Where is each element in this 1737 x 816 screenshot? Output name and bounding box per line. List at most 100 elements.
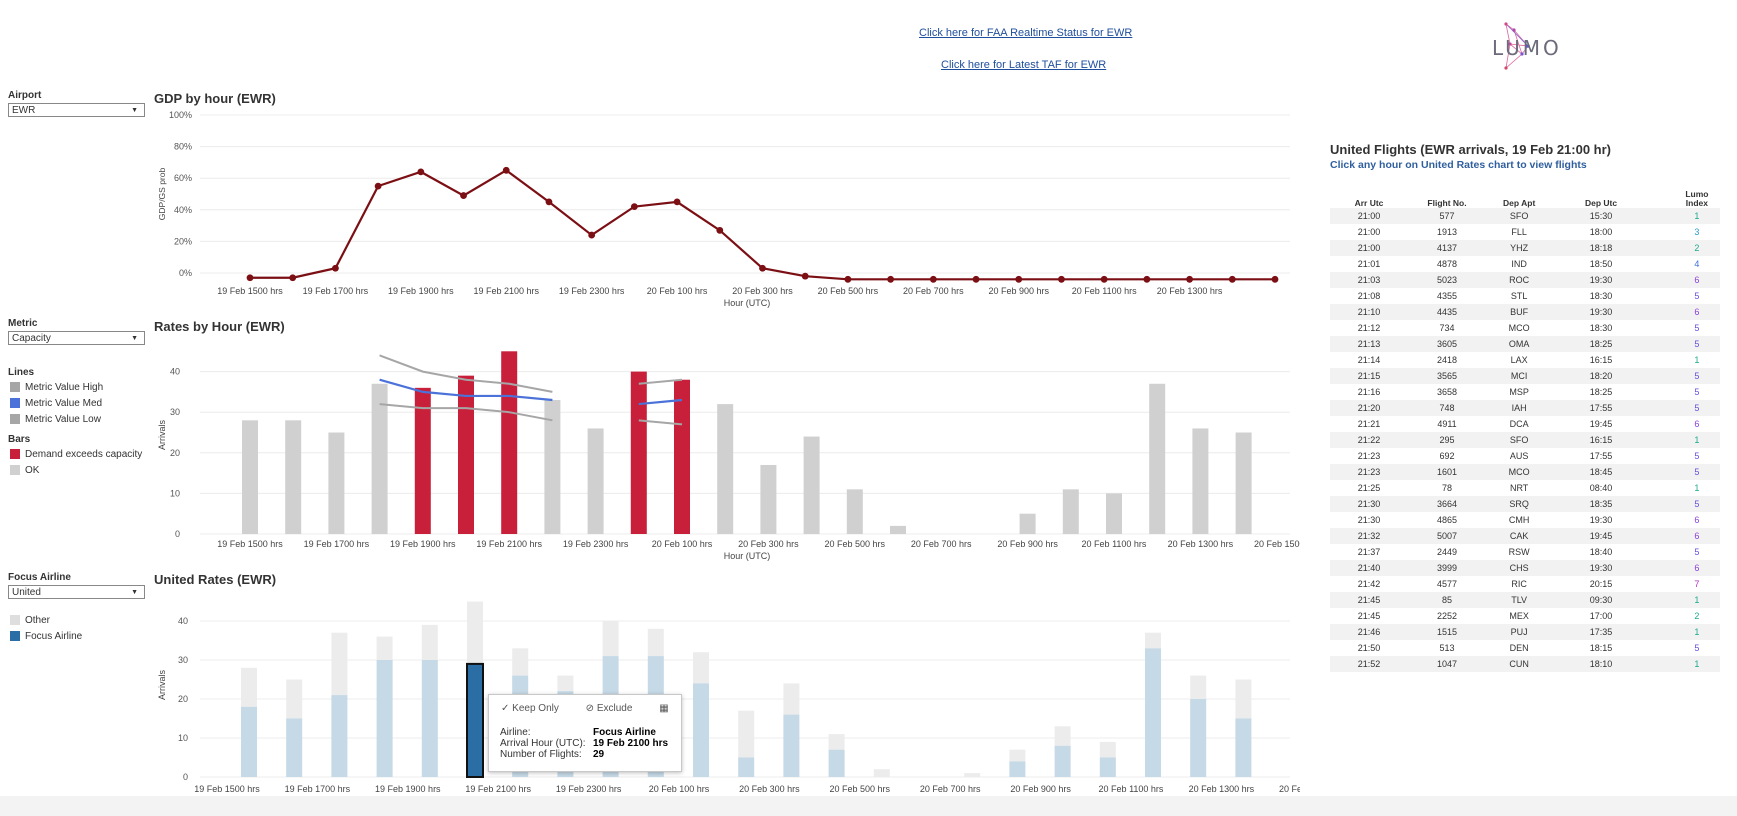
cell-lumo-index: 5: [1650, 496, 1720, 512]
table-row[interactable]: 21:30 3664 SRQ 18:35 5: [1330, 496, 1720, 512]
table-row[interactable]: 21:40 3999 CHS 19:30 6: [1330, 560, 1720, 576]
y-tick-label: 80%: [174, 142, 192, 152]
exclude-button[interactable]: ⊘ Exclude: [586, 703, 645, 714]
table-row[interactable]: 21:13 3605 OMA 18:25 5: [1330, 336, 1720, 352]
table-row[interactable]: 21:46 1515 PUJ 17:35 1: [1330, 624, 1720, 640]
tooltip-value-hour: 19 Feb 2100 hrs: [593, 738, 668, 749]
keep-only-button[interactable]: ✓ Keep Only: [501, 703, 571, 714]
cell-lumo-index: 5: [1650, 400, 1720, 416]
latest-taf-link[interactable]: Click here for Latest TAF for EWR: [941, 59, 1106, 71]
legend-item-med[interactable]: Metric Value Med: [10, 398, 102, 410]
legend-item-low[interactable]: Metric Value Low: [10, 414, 101, 426]
table-row[interactable]: 21:45 85 TLV 09:30 1: [1330, 592, 1720, 608]
table-row[interactable]: 21:37 2449 RSW 18:40 5: [1330, 544, 1720, 560]
table-row[interactable]: 21:15 3565 MCI 18:20 5: [1330, 368, 1720, 384]
table-row[interactable]: 21:25 78 NRT 08:40 1: [1330, 480, 1720, 496]
rate-bar: [242, 420, 258, 534]
table-row[interactable]: 21:16 3658 MSP 18:25 5: [1330, 384, 1720, 400]
other-bar: [1190, 676, 1206, 699]
y-tick-label: 30: [178, 655, 188, 665]
table-row[interactable]: 21:23 1601 MCO 18:45 5: [1330, 464, 1720, 480]
table-row[interactable]: 21:42 4577 RIC 20:15 7: [1330, 576, 1720, 592]
faa-status-link[interactable]: Click here for FAA Realtime Status for E…: [919, 27, 1132, 39]
x-tick-label: 20 Feb 1500 hrs: [1254, 539, 1300, 549]
focus-bar: [738, 758, 754, 778]
rate-bar: [1020, 514, 1036, 534]
table-row[interactable]: 21:01 4878 IND 18:50 4: [1330, 256, 1720, 272]
legend-item-other[interactable]: Other: [10, 615, 50, 627]
table-row[interactable]: 21:08 4355 STL 18:30 5: [1330, 288, 1720, 304]
data-point: [460, 192, 467, 199]
legend-item-focus[interactable]: Focus Airline: [10, 631, 82, 643]
gdp-line-chart[interactable]: 0% 20% 40% 60% 80% 100% 19 Feb 1500 hrs 19 Feb …: [150, 105, 1300, 315]
cell-flight-no: 4435: [1408, 304, 1486, 320]
table-row[interactable]: 21:00 1913 FLL 18:00 3: [1330, 224, 1720, 240]
cell-lumo-index: 5: [1650, 288, 1720, 304]
cell-flight-no: 2449: [1408, 544, 1486, 560]
view-data-icon[interactable]: ▦: [659, 703, 668, 714]
table-row[interactable]: 21:00 4137 YHZ 18:18 2: [1330, 240, 1720, 256]
cell-dep-utc: 19:30: [1552, 560, 1650, 576]
table-row[interactable]: 21:12 734 MCO 18:30 5: [1330, 320, 1720, 336]
legend-item-exceeds[interactable]: Demand exceeds capacity: [10, 449, 142, 461]
cell-arr-utc: 21:21: [1330, 416, 1408, 432]
table-row[interactable]: 21:23 692 AUS 17:55 5: [1330, 448, 1720, 464]
focus-airline-label: Focus Airline: [8, 572, 71, 583]
cell-dep-apt: CUN: [1486, 656, 1552, 672]
col-dep-apt[interactable]: Dep Apt: [1486, 186, 1552, 208]
cell-dep-apt: FLL: [1486, 224, 1552, 240]
table-row[interactable]: 21:20 748 IAH 17:55 5: [1330, 400, 1720, 416]
y-tick-label: 10: [170, 488, 180, 498]
airport-select[interactable]: EWR ▼: [8, 103, 145, 117]
col-lumo-index[interactable]: Lumo Index: [1650, 186, 1720, 208]
swatch-other: [10, 615, 20, 625]
table-row[interactable]: 21:21 4911 DCA 19:45 6: [1330, 416, 1720, 432]
data-point: [759, 265, 766, 272]
cell-arr-utc: 21:45: [1330, 592, 1408, 608]
col-flight-no[interactable]: Flight No.: [1408, 186, 1486, 208]
cell-dep-apt: BUF: [1486, 304, 1552, 320]
cell-dep-utc: 18:50: [1552, 256, 1650, 272]
col-dep-utc[interactable]: Dep Utc: [1552, 186, 1650, 208]
legend-item-high[interactable]: Metric Value High: [10, 382, 103, 394]
table-row[interactable]: 21:10 4435 BUF 19:30 6: [1330, 304, 1720, 320]
col-arr-utc[interactable]: Arr Utc: [1330, 186, 1408, 208]
x-axis-label: Hour (UTC): [724, 298, 771, 308]
metric-select[interactable]: Capacity ▼: [8, 331, 145, 345]
focus-bar: [241, 707, 257, 777]
cell-arr-utc: 21:40: [1330, 560, 1408, 576]
table-row[interactable]: 21:50 513 DEN 18:15 5: [1330, 640, 1720, 656]
gdp-series-line: [250, 170, 1275, 279]
cell-dep-apt: STL: [1486, 288, 1552, 304]
table-row[interactable]: 21:03 5023 ROC 19:30 6: [1330, 272, 1720, 288]
focus-bar: [377, 660, 393, 777]
cell-dep-apt: SFO: [1486, 432, 1552, 448]
table-row[interactable]: 21:00 577 SFO 15:30 1: [1330, 208, 1720, 224]
cell-dep-utc: 18:30: [1552, 320, 1650, 336]
x-tick-label: 20 Feb 900 hrs: [988, 286, 1049, 296]
table-row[interactable]: 21:14 2418 LAX 16:15 1: [1330, 352, 1720, 368]
focus-airline-select[interactable]: United ▼: [8, 585, 145, 599]
cell-dep-utc: 18:25: [1552, 336, 1650, 352]
table-row[interactable]: 21:22 295 SFO 16:15 1: [1330, 432, 1720, 448]
cell-dep-apt: CHS: [1486, 560, 1552, 576]
cell-dep-utc: 20:15: [1552, 576, 1650, 592]
legend-label-other: Other: [25, 615, 50, 626]
table-row[interactable]: 21:45 2252 MEX 17:00 2: [1330, 608, 1720, 624]
rate-bar: [674, 380, 690, 534]
cell-dep-apt: MCO: [1486, 320, 1552, 336]
cell-dep-apt: RIC: [1486, 576, 1552, 592]
rates-bar-chart[interactable]: 0 10 20 30 40 19 Feb 1500 hrs 19 Feb 1700 hrs 1…: [150, 335, 1300, 575]
table-row[interactable]: 21:32 5007 CAK 19:45 6: [1330, 528, 1720, 544]
united-rates-chart[interactable]: 0 10 20 30 40 19 Feb 1500 hrs 19 Feb 1700 hrs 1…: [150, 590, 1300, 810]
legend-item-ok[interactable]: OK: [10, 465, 39, 477]
x-tick-label: 20 Feb 300 hrs: [739, 784, 800, 794]
table-row[interactable]: 21:52 1047 CUN 18:10 1: [1330, 656, 1720, 672]
focus-bar: [829, 750, 845, 777]
table-row[interactable]: 21:30 4865 CMH 19:30 6: [1330, 512, 1720, 528]
chevron-down-icon: ▼: [131, 332, 138, 346]
cell-arr-utc: 21:22: [1330, 432, 1408, 448]
gdp-chart-title: GDP by hour (EWR): [154, 91, 276, 106]
other-bar: [377, 637, 393, 660]
cell-lumo-index: 1: [1650, 592, 1720, 608]
